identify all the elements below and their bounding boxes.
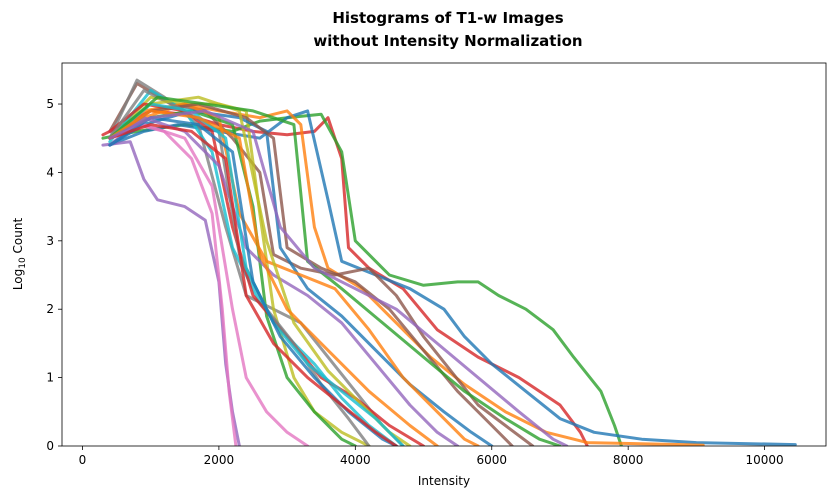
plot-frame (61, 62, 827, 447)
y-tick-label: 2 (46, 302, 54, 316)
series-line-2 (101, 112, 623, 446)
y-axis: 0 1 2 3 4 5 (46, 97, 62, 453)
y-tick-label: 5 (46, 97, 54, 111)
y-tick-label: 0 (46, 439, 54, 453)
series-line-21 (108, 95, 562, 446)
x-tick-label: 6000 (476, 453, 507, 467)
series-line-24 (108, 123, 398, 446)
x-tick-label: 2000 (204, 453, 235, 467)
chart-title-line-2: without Intensity Normalization (313, 32, 582, 50)
y-tick-label: 4 (46, 165, 54, 179)
x-axis-label: Intensity (418, 474, 470, 488)
y-axis-label-subscript: 10 (18, 257, 28, 269)
x-tick-label: 0 (79, 453, 87, 467)
y-tick-label: 1 (46, 371, 54, 385)
series-line-17 (108, 123, 310, 446)
y-axis-label-main: Log (11, 269, 25, 290)
x-tick-label: 8000 (613, 453, 644, 467)
y-axis-label-tail: Count (11, 218, 25, 258)
x-axis: 0 2000 4000 6000 8000 10000 (79, 446, 784, 467)
y-tick-label: 3 (46, 234, 54, 248)
series-layer (101, 78, 797, 446)
series-line-25 (108, 109, 569, 446)
y-axis-label: Log10 Count (11, 218, 28, 291)
chart-title-line-1: Histograms of T1-w Images (332, 9, 563, 27)
x-tick-label: 10000 (746, 453, 784, 467)
series-line-12 (108, 102, 480, 446)
x-tick-label: 4000 (340, 453, 371, 467)
